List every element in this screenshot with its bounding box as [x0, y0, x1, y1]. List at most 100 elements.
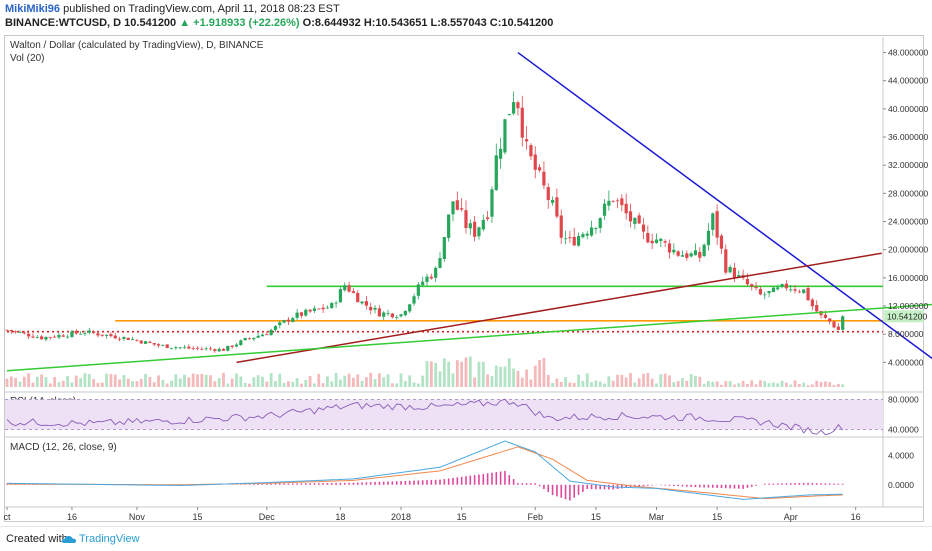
candle-body [416, 284, 420, 296]
candle-body [70, 331, 74, 337]
candle [568, 230, 572, 243]
volume-bar [624, 377, 628, 387]
candle [377, 305, 381, 317]
candle-body [321, 307, 325, 310]
candle [79, 331, 83, 335]
last-price-label: 10.541200 [887, 311, 927, 321]
volume-bar [252, 377, 256, 387]
candle [550, 196, 555, 206]
volume-bar [100, 382, 104, 387]
volume-bar [300, 383, 303, 387]
volume-bar [425, 361, 429, 387]
candle-body [429, 276, 433, 279]
volume-bar [754, 384, 758, 387]
candle [44, 336, 48, 342]
candle [559, 209, 563, 245]
candle [802, 289, 806, 294]
volume-bar [226, 383, 230, 387]
candle-body [148, 341, 152, 343]
candle-body [737, 275, 741, 278]
candle [581, 231, 585, 239]
candle-body [130, 339, 135, 341]
price-axis-label: 20.000000 [888, 245, 928, 255]
candle [442, 237, 446, 262]
macd-title: MACD (12, 26, close, 9) [10, 442, 117, 453]
candle [789, 284, 793, 293]
volume-bar [269, 373, 273, 387]
volume-bar [815, 380, 819, 387]
volume-bar [287, 381, 290, 387]
candle-body [728, 266, 732, 273]
candle-body [22, 332, 26, 334]
volume-bar [304, 379, 308, 387]
candle-body [750, 284, 754, 287]
volume-bar [793, 380, 797, 387]
volume-bar [313, 383, 316, 387]
price-axis-label: 48.000000 [888, 48, 928, 58]
candle [680, 250, 685, 257]
candle [767, 290, 771, 298]
candle-body [559, 215, 563, 238]
candle-body [356, 292, 360, 303]
candle-body [719, 235, 724, 249]
volume-bar [797, 384, 801, 387]
volume-bar [828, 382, 832, 387]
candle [836, 322, 840, 330]
candle [741, 269, 745, 281]
candle [421, 276, 425, 287]
author-link[interactable]: MikiMiki96 [5, 3, 61, 15]
volume-bar [274, 381, 277, 387]
volume-bar [637, 378, 641, 387]
candle [187, 344, 191, 350]
volume-bar [668, 375, 671, 387]
volume-bar [694, 375, 697, 387]
volume-bar [806, 385, 810, 387]
volume-bar [109, 374, 113, 387]
time-axis-label: 2018 [391, 512, 411, 522]
candle [624, 193, 628, 220]
volume-bar [144, 374, 147, 387]
candle-body [143, 341, 148, 344]
candle-body [373, 307, 377, 310]
volume-bar [235, 373, 238, 387]
candle-body [503, 119, 507, 153]
volume-bar [308, 376, 312, 387]
volume-bar [715, 381, 719, 387]
candle [429, 273, 433, 280]
candle [312, 305, 317, 314]
candle-body [282, 320, 286, 323]
candle [576, 232, 581, 247]
volume-bar [447, 361, 451, 387]
candle-body [542, 171, 546, 186]
volume-bar [525, 369, 528, 387]
volume-bar [256, 375, 260, 387]
candle [628, 203, 633, 228]
candle-body [581, 234, 585, 238]
candle [356, 290, 360, 303]
candle [663, 239, 667, 248]
candle [321, 303, 325, 314]
volume-bar [295, 378, 299, 387]
candle-body [61, 335, 65, 337]
volume-bar [542, 357, 546, 387]
volume-bar [685, 380, 689, 387]
candle-body [442, 237, 446, 259]
price-axis-label: 44.000000 [888, 76, 928, 86]
candle [750, 283, 754, 291]
candle-body [364, 301, 368, 306]
volume-bar [113, 374, 117, 387]
candle-body [789, 289, 793, 291]
volume-bar [455, 360, 459, 387]
volume-bar [538, 360, 541, 387]
candle-body [473, 221, 477, 237]
candle [40, 334, 44, 340]
volume-bar [334, 372, 338, 387]
candle [204, 346, 208, 351]
symbol-name: BINANCE:WTCUSD, D [5, 17, 122, 29]
candle [455, 191, 459, 211]
tradingview-logo[interactable]: TradingView [62, 533, 140, 545]
volume-bar [74, 375, 78, 387]
candle-body [628, 211, 633, 222]
volume-bar [339, 379, 342, 387]
